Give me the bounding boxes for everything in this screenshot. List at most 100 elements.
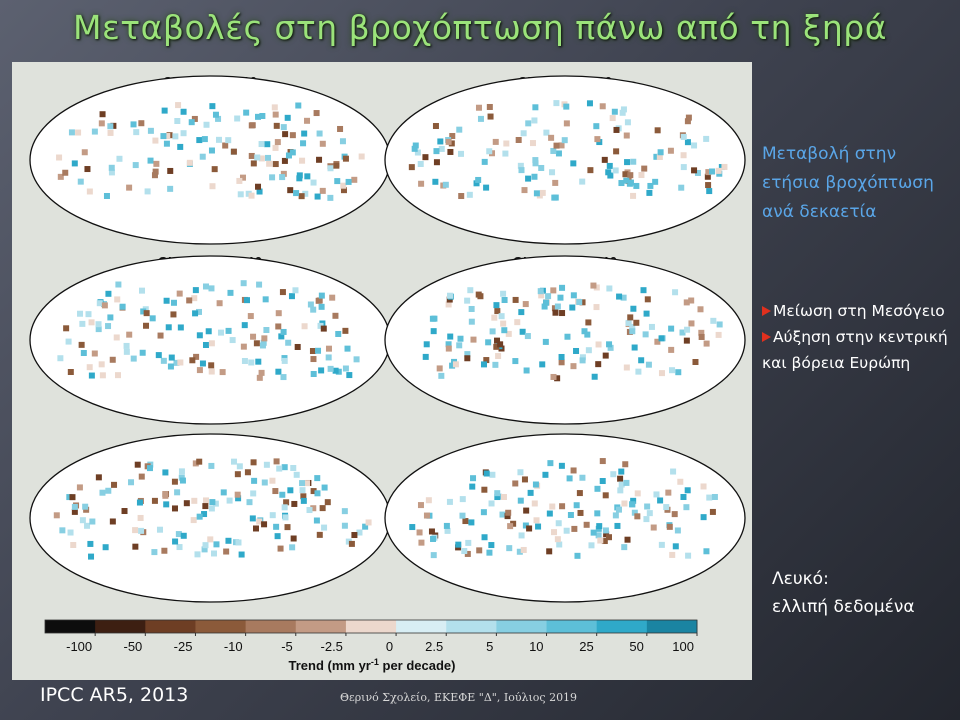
- map-cell: [273, 122, 280, 129]
- map-cell: [337, 125, 344, 132]
- map-cell: [209, 183, 216, 190]
- map-cell: [180, 532, 187, 539]
- map-cell: [612, 512, 619, 519]
- map-cell: [422, 353, 429, 360]
- map-cell: [288, 293, 295, 300]
- bullet: Μείωση στη Μεσόγειο: [762, 298, 957, 324]
- map-cell: [229, 337, 236, 344]
- map-cell: [186, 297, 193, 304]
- label-superscript: -1: [371, 657, 379, 667]
- map-cell: [459, 496, 466, 503]
- map-cell: [480, 509, 487, 516]
- map-cell: [431, 315, 438, 322]
- map-cell: [597, 537, 604, 544]
- colorbar-tick-label: -100: [66, 639, 92, 654]
- map-cell: [705, 169, 712, 176]
- map-cell: [163, 297, 170, 304]
- map-cell: [351, 176, 358, 183]
- map-cell: [447, 333, 454, 340]
- map-cell: [314, 475, 321, 482]
- map-cell: [235, 539, 242, 546]
- map-cell: [186, 159, 193, 166]
- map-cell: [65, 338, 72, 345]
- map-cell: [139, 349, 146, 356]
- map-cell: [468, 519, 475, 526]
- map-cell: [293, 471, 300, 478]
- map-cell: [549, 169, 556, 176]
- map-cell: [172, 538, 179, 545]
- map-cell: [272, 488, 279, 495]
- map-cell: [452, 361, 459, 368]
- map-cell: [462, 518, 469, 525]
- map-cell: [458, 193, 465, 200]
- map-cell: [648, 323, 655, 330]
- map-cell: [627, 314, 634, 321]
- map-cell: [211, 166, 218, 173]
- map-cell: [447, 148, 454, 155]
- map-cell: [459, 512, 466, 519]
- map-cell: [491, 314, 498, 321]
- map-cell: [497, 341, 504, 348]
- map-cell: [70, 541, 77, 548]
- map-cell: [468, 318, 475, 325]
- map-cell: [130, 355, 137, 362]
- map-cell: [248, 152, 255, 159]
- map-cell: [667, 147, 674, 154]
- map-cell: [621, 544, 628, 551]
- map-cell: [551, 194, 558, 201]
- map-cell: [162, 491, 169, 498]
- map-cell: [256, 281, 263, 288]
- map-cell: [663, 504, 670, 511]
- map-cell: [234, 471, 241, 478]
- map-cell: [680, 164, 687, 171]
- map-cell: [418, 180, 425, 187]
- map-cell: [284, 114, 291, 121]
- map-cell: [555, 150, 562, 157]
- map-cell: [287, 187, 294, 194]
- map-cell: [500, 290, 507, 297]
- map-cell: [319, 140, 326, 147]
- map-cell: [53, 512, 60, 519]
- map-cell: [113, 334, 120, 341]
- map-cell: [715, 167, 722, 174]
- colorbar-swatch: [446, 620, 497, 633]
- caption: Μεταβολή στην ετήσια βροχόπτωση ανά δεκα…: [762, 144, 934, 222]
- map-cell: [244, 469, 251, 476]
- map-cell: [698, 333, 705, 340]
- map-outline: [29, 255, 391, 425]
- map-cell: [613, 126, 620, 133]
- map-cell: [303, 480, 310, 487]
- map-cell: [302, 190, 309, 197]
- map-cell: [680, 152, 687, 159]
- map-cell: [483, 357, 490, 364]
- map-cell: [445, 301, 452, 308]
- map-cell: [486, 549, 493, 556]
- map-cell: [84, 166, 91, 173]
- map-cell: [83, 506, 90, 513]
- map-cell: [225, 537, 232, 544]
- map-cell: [523, 507, 530, 514]
- map-cell: [464, 355, 471, 362]
- map-cell: [543, 129, 550, 136]
- map-cell: [444, 527, 451, 534]
- map-cell: [634, 513, 641, 520]
- map-cell: [248, 359, 255, 366]
- map-cell: [533, 190, 540, 197]
- map-cell: [203, 121, 210, 128]
- map-cell: [108, 169, 115, 176]
- map-cell: [190, 517, 197, 524]
- map-cell: [533, 517, 540, 524]
- map-cell: [613, 148, 620, 155]
- map-cell: [596, 523, 603, 530]
- map-cell: [630, 305, 637, 312]
- map-cell: [624, 159, 631, 166]
- map-cell: [103, 192, 110, 199]
- map-cell: [476, 547, 483, 554]
- map-cell: [223, 548, 230, 555]
- map-cell: [327, 365, 334, 372]
- map-cell: [238, 551, 245, 558]
- map-cell: [591, 373, 598, 380]
- map-cell: [559, 284, 566, 291]
- map-cell: [617, 487, 624, 494]
- map-cell: [448, 140, 455, 147]
